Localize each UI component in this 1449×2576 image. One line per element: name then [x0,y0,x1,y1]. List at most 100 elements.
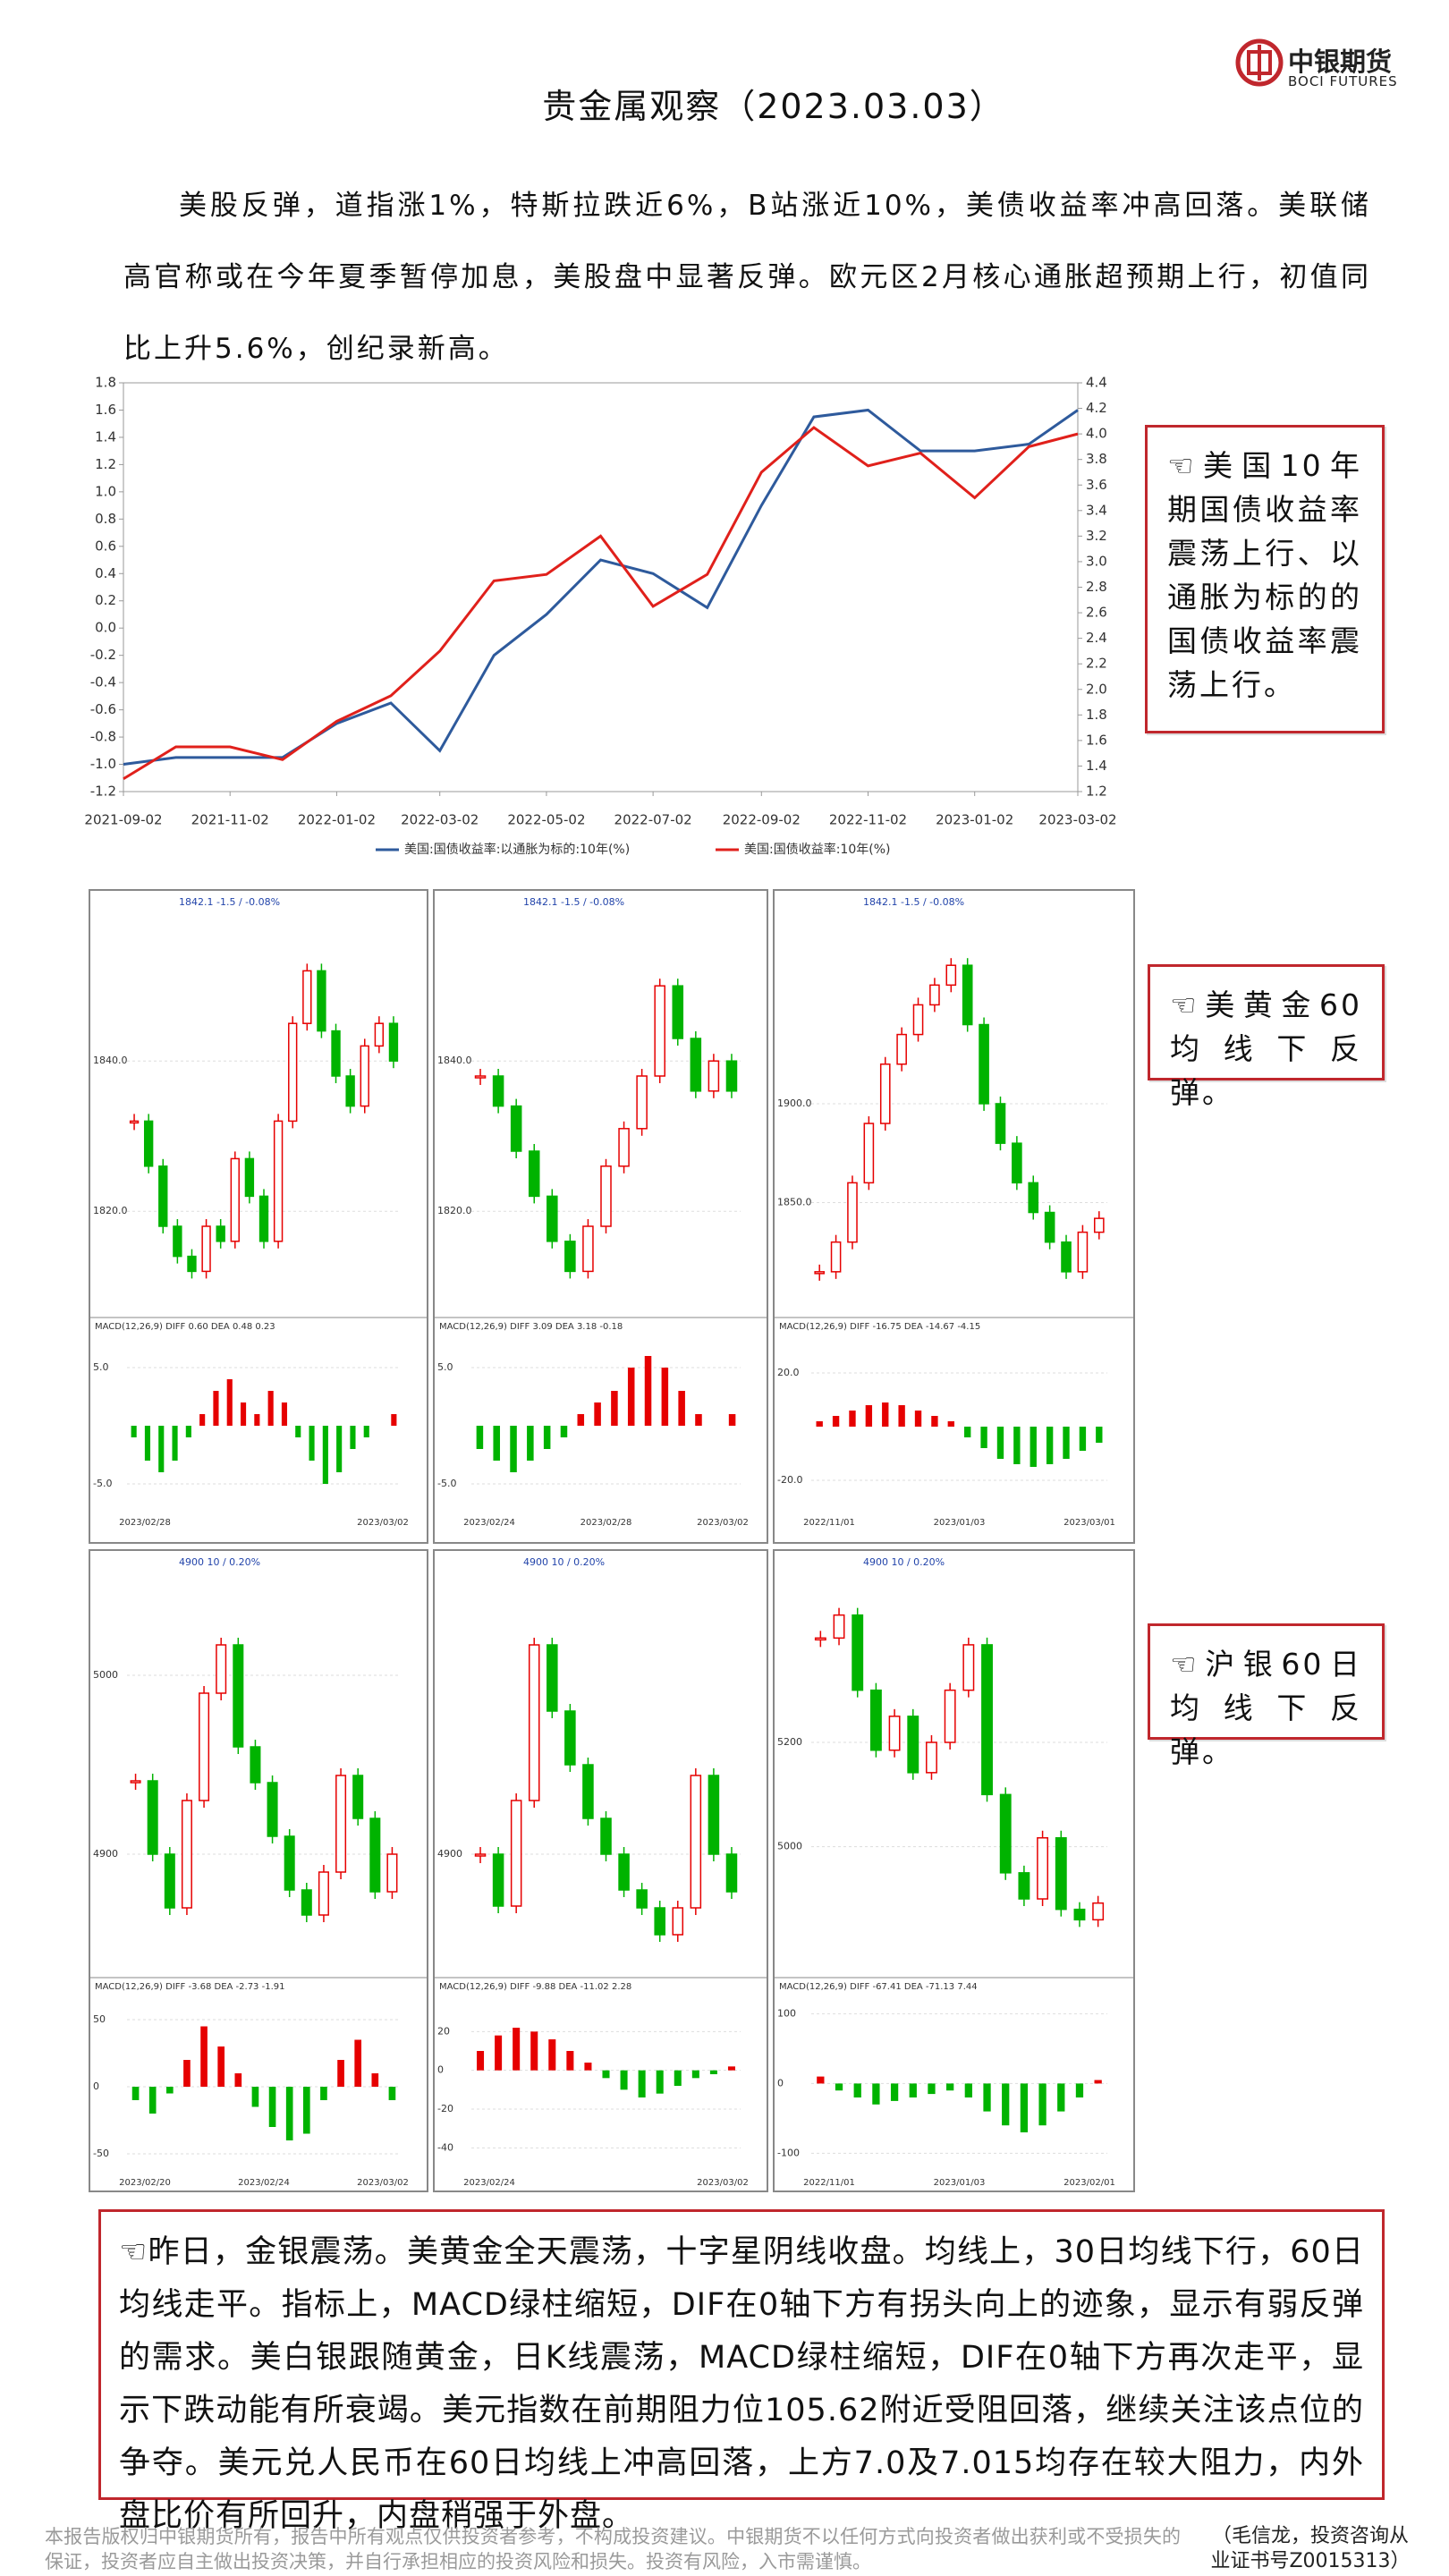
macd-bar [914,1411,922,1427]
y-tick-label: 0 [93,2080,99,2092]
panel-frame [773,1549,1135,2192]
panel-header: 1842.1 -1.5 / -0.08% [179,896,280,908]
date-label: 2023/03/01 [1063,1518,1115,1528]
candle [847,1182,858,1243]
summary: ☜昨日，金银震荡。美黄金全天震荡，十字星阴线收盘。均线上，30日均线下行，60日… [98,2209,1385,2534]
candle [833,1614,845,1640]
y-tick-label: -5.0 [437,1478,456,1489]
macd-bar [1096,1427,1103,1443]
series-line [123,426,1079,781]
x-tick-label: 2022-01-02 [298,812,376,828]
macd-bar [388,2087,396,2100]
candle [386,1853,398,1893]
x-tick-label: 2023-01-02 [936,812,1013,828]
macd-bar [217,2046,225,2087]
macd-bar [678,1391,685,1426]
macd-bar [611,1391,618,1426]
macd-bar [199,1414,206,1426]
macd-bar [853,2083,861,2097]
candle [230,1157,240,1242]
macd-bar [849,1411,856,1427]
plot-frame [123,382,1079,792]
panel-header: 1842.1 -1.5 / -0.08% [523,896,624,908]
candle [474,1853,487,1857]
y-tick-label: 1820.0 [437,1205,472,1216]
candle [201,1225,211,1273]
macd-bar [594,1402,601,1426]
candle [1018,1872,1030,1900]
candle [672,985,684,1039]
macd-bar [816,1421,823,1427]
candle [492,1075,504,1107]
candle [600,1165,612,1227]
macd-bar [363,1426,369,1437]
y-tick-label: 1840.0 [93,1055,128,1066]
y-tick-label: 5200 [777,1736,802,1748]
candle [1012,1142,1022,1184]
macd-header: MACD(12,26,9) DIFF 3.09 DEA 3.18 -0.18 [439,1322,623,1332]
macd-bar [158,1426,165,1472]
series-line [123,408,1079,767]
macd-bar [931,1416,938,1427]
macd-bar [728,1414,736,1426]
y2-tick-label: 2.2 [1086,656,1107,672]
candle [331,1030,341,1077]
macd-bar [476,1426,484,1449]
candle [216,1225,225,1242]
y2-tick-label: 2.8 [1086,579,1107,595]
macd-bar [548,2039,556,2071]
macd-bar [1079,1427,1087,1451]
macd-bar [1075,2083,1084,2097]
panel-header: 4900 10 / 0.20% [863,1556,945,1568]
date-label: 2023/02/01 [1063,2178,1115,2188]
candle [1092,1902,1105,1921]
candle [981,1644,993,1796]
panel-header: 4900 10 / 0.20% [179,1556,260,1568]
macd-bar [1038,2083,1046,2126]
candle [547,1195,558,1242]
candle [250,1746,261,1784]
y-tick-label: 5000 [777,1841,802,1852]
date-label: 2023/02/24 [463,2178,515,2188]
candle [896,1033,907,1065]
callout: ☜美黄金60均线下反弹。 [1148,964,1385,1110]
candle [547,1644,558,1712]
candle [618,1853,630,1891]
candle [284,1835,295,1891]
candle [335,1775,347,1873]
candle [869,1689,882,1751]
logo-name: 中银期货 [1288,47,1393,77]
candle [1044,1211,1055,1243]
macd-bar [131,2087,140,2100]
candle [995,1103,1006,1144]
candle [1037,1837,1049,1900]
macd-bar [727,2066,735,2071]
y-tick-label: 1900.0 [777,1097,812,1109]
candle [510,1800,522,1907]
date-label: 2023/01/03 [934,1518,986,1528]
macd-bar [251,2087,259,2107]
candle [636,1075,648,1130]
candle [318,1871,329,1916]
date-label: 2022/11/01 [803,2178,855,2188]
candle [814,1271,826,1275]
y-tick-label: 100 [777,2007,796,2019]
macd-bar [1046,1427,1054,1464]
macd-bar [337,2060,344,2087]
macd-header: MACD(12,26,9) DIFF -9.88 DEA -11.02 2.28 [439,1982,631,1992]
macd-bar [566,2051,574,2071]
date-label: 2023/03/02 [357,2178,409,2188]
date-label: 2023/02/28 [119,1518,171,1528]
candle [129,1120,140,1124]
candle [345,1075,355,1107]
y-tick-label: 0.2 [95,592,116,608]
x-tick-label: 2022-11-02 [829,812,907,828]
macd-bar [513,2028,521,2071]
candle [187,1255,197,1273]
candle [690,1775,702,1909]
y-tick-label: 0.6 [95,538,116,554]
macd-bar [882,1402,889,1427]
candle [708,1775,720,1855]
y2-tick-label: 1.4 [1086,758,1107,774]
callout: ☜沪银60日均线下反弹。 [1148,1623,1385,1769]
